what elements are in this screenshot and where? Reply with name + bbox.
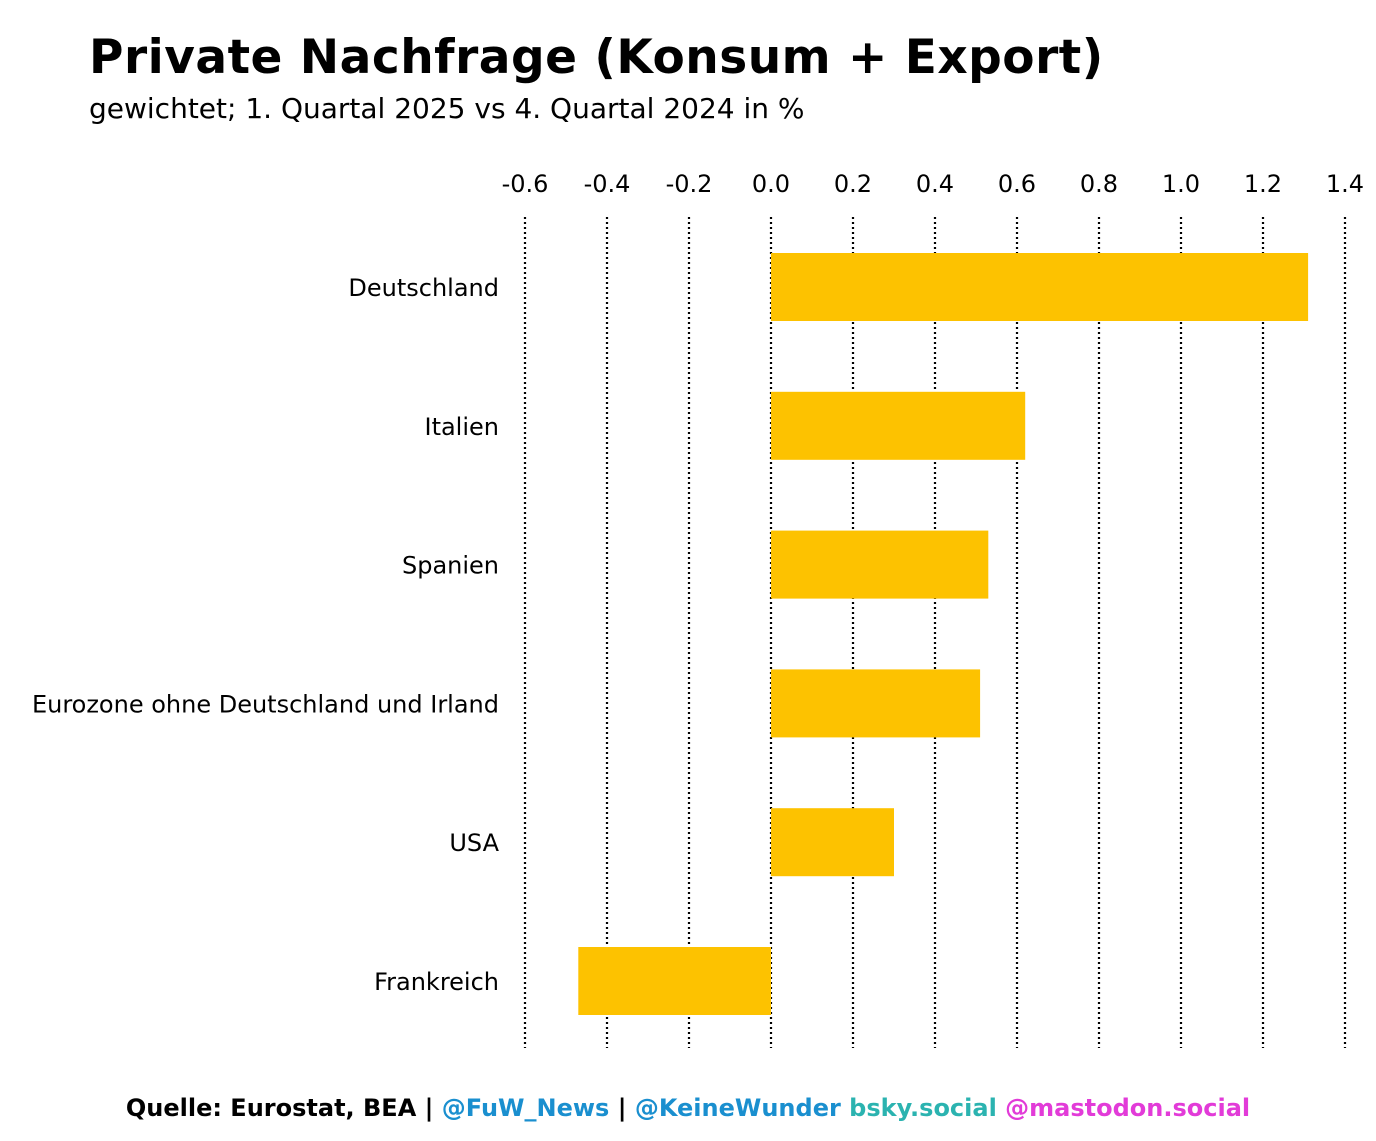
x-tick-label: 0.8 (1080, 170, 1118, 198)
category-label: Italien (424, 413, 499, 441)
separator: | (416, 1094, 442, 1122)
x-tick-label: 1.0 (1162, 170, 1200, 198)
category-label: Deutschland (348, 274, 499, 302)
category-label: Spanien (402, 552, 499, 580)
bar (771, 253, 1309, 321)
chart-subtitle: gewichtet; 1. Quartal 2025 vs 4. Quartal… (89, 92, 805, 125)
footer-credits: Quelle: Eurostat, BEA | @FuW_News | @Kei… (0, 1094, 1376, 1122)
x-tick-label: -0.2 (666, 170, 713, 198)
x-tick-label: 1.2 (1244, 170, 1282, 198)
bar (771, 391, 1026, 460)
x-tick-label: 0.4 (916, 170, 954, 198)
bar-chart: -0.6 -0.4 -0.2 0.0 0.2 0.4 0.6 0.8 1.0 1.2 1.4 Deut… (32, 170, 1364, 1048)
category-label: USA (449, 829, 499, 857)
chart-title: Private Nachfrage (Konsum + Export) (89, 30, 1104, 85)
bsky-social-text[interactable]: bsky.social (840, 1094, 997, 1122)
bar (771, 808, 894, 877)
bar (771, 669, 981, 738)
fuw-news-handle[interactable]: @FuW_News (441, 1094, 610, 1122)
x-tick-label: 1.4 (1326, 170, 1364, 198)
x-tick-label: -0.4 (584, 170, 631, 198)
mastodon-social-text[interactable]: @mastodon.social (996, 1094, 1251, 1122)
bar (771, 530, 989, 599)
category-label: Eurozone ohne Deutschland und Irland (32, 690, 499, 718)
x-tick-label: 0.0 (752, 170, 790, 198)
keinewunder-handle[interactable]: @KeineWunder (634, 1094, 841, 1122)
category-label: Frankreich (374, 968, 499, 996)
x-tick-label: 0.6 (998, 170, 1036, 198)
x-tick-label: -0.6 (502, 170, 549, 198)
source-text: Quelle: Eurostat, BEA (125, 1094, 417, 1122)
separator: | (609, 1094, 635, 1122)
bar (578, 947, 771, 1015)
x-tick-label: 0.2 (834, 170, 872, 198)
